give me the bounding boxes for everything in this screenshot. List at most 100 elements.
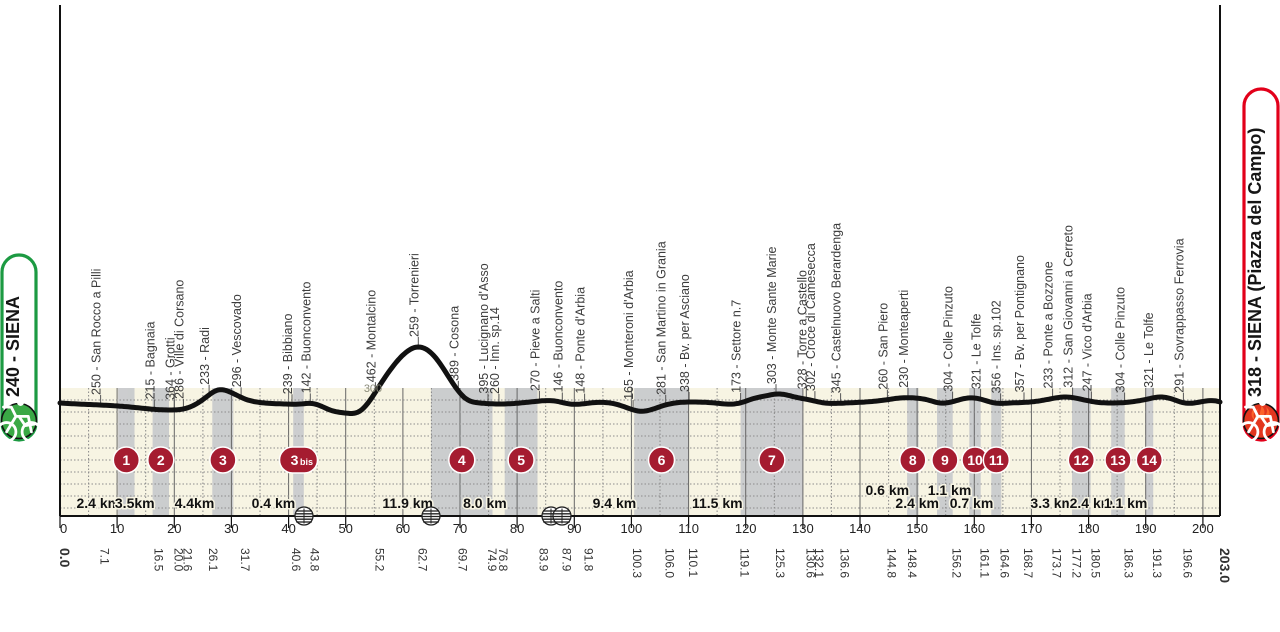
svg-text:250 - San Rocco a Pilli: 250 - San Rocco a Pilli xyxy=(90,269,104,395)
svg-text:203.0: 203.0 xyxy=(1217,548,1233,583)
svg-text:190: 190 xyxy=(1135,521,1157,536)
svg-text:55.2: 55.2 xyxy=(372,548,386,572)
svg-text:10: 10 xyxy=(967,452,983,468)
svg-text:146 - Buonconvento: 146 - Buonconvento xyxy=(551,281,565,393)
svg-text:296 - Vescovado: 296 - Vescovado xyxy=(230,294,244,387)
svg-text:177.2: 177.2 xyxy=(1070,548,1084,578)
svg-text:303 - Monte Sante Marie: 303 - Monte Sante Marie xyxy=(765,246,779,384)
svg-text:7.1: 7.1 xyxy=(98,548,112,565)
svg-text:21.6: 21.6 xyxy=(180,548,194,572)
svg-text:260 - Inn. sp.14: 260 - Inn. sp.14 xyxy=(488,307,502,394)
svg-text:3: 3 xyxy=(219,452,227,468)
svg-text:76.8: 76.8 xyxy=(496,548,510,572)
svg-text:140: 140 xyxy=(849,521,871,536)
svg-text:186.3: 186.3 xyxy=(1122,548,1136,578)
svg-text:338 - Bv. per Asciano: 338 - Bv. per Asciano xyxy=(678,274,692,392)
svg-text:321 - Le Tolfe: 321 - Le Tolfe xyxy=(970,314,984,390)
svg-text:130: 130 xyxy=(792,521,814,536)
svg-text:31.7: 31.7 xyxy=(238,548,252,572)
svg-text:120: 120 xyxy=(735,521,757,536)
svg-text:91.8: 91.8 xyxy=(582,548,596,572)
svg-text:110: 110 xyxy=(678,521,699,536)
svg-text:304 - Colle Pinzuto: 304 - Colle Pinzuto xyxy=(1114,287,1128,393)
svg-text:389 - Cosona: 389 - Cosona xyxy=(447,306,461,381)
svg-text:60: 60 xyxy=(396,521,410,536)
svg-text:26.1: 26.1 xyxy=(206,548,220,572)
svg-text:125.3: 125.3 xyxy=(773,548,787,578)
svg-text:100.3: 100.3 xyxy=(630,548,644,578)
svg-text:321 - Le Tolfe: 321 - Le Tolfe xyxy=(1142,312,1156,388)
svg-text:156.2: 156.2 xyxy=(950,548,964,578)
svg-text:165 - Monteroni d'Arbia: 165 - Monteroni d'Arbia xyxy=(622,270,636,400)
svg-text:8.0 km: 8.0 km xyxy=(463,495,507,511)
svg-text:148 - Ponte d'Arbia: 148 - Ponte d'Arbia xyxy=(574,287,588,394)
svg-text:173.7: 173.7 xyxy=(1050,548,1064,578)
svg-text:0.7 km: 0.7 km xyxy=(950,495,994,511)
svg-text:87.9: 87.9 xyxy=(559,548,573,572)
svg-text:132.1: 132.1 xyxy=(812,548,826,578)
svg-text:281 - San Martino in Grania: 281 - San Martino in Grania xyxy=(655,241,669,395)
svg-text:70: 70 xyxy=(453,521,467,536)
svg-text:356 - Ins. sp.102: 356 - Ins. sp.102 xyxy=(990,300,1004,393)
svg-text:4: 4 xyxy=(458,452,466,468)
svg-text:16.5: 16.5 xyxy=(151,548,165,572)
svg-text:10: 10 xyxy=(110,521,124,536)
svg-text:6: 6 xyxy=(658,452,666,468)
svg-text:200: 200 xyxy=(1192,521,1214,536)
svg-text:3: 3 xyxy=(291,452,299,468)
svg-text:304 - Colle Pinzuto: 304 - Colle Pinzuto xyxy=(942,286,956,392)
svg-text:69.7: 69.7 xyxy=(455,548,469,572)
svg-text:300: 300 xyxy=(364,383,382,395)
svg-text:233 - Ponte a Bozzone: 233 - Ponte a Bozzone xyxy=(1042,261,1056,388)
svg-text:312 - San Giovanni a Cerreto: 312 - San Giovanni a Cerreto xyxy=(1062,225,1076,388)
svg-text:43.8: 43.8 xyxy=(307,548,321,572)
svg-text:168.7: 168.7 xyxy=(1021,548,1035,578)
svg-text:164.6: 164.6 xyxy=(998,548,1012,578)
svg-text:2: 2 xyxy=(157,452,165,468)
svg-text:148.4: 148.4 xyxy=(905,548,919,578)
svg-text:247 - Vico d'Arbia: 247 - Vico d'Arbia xyxy=(1080,293,1094,391)
svg-text:40.6: 40.6 xyxy=(289,548,303,572)
svg-text:180: 180 xyxy=(1078,521,1100,536)
svg-text:291 - Sovrappasso Ferrovia: 291 - Sovrappasso Ferrovia xyxy=(1172,238,1186,392)
svg-text:345 - Castelnuovo Berardenga: 345 - Castelnuovo Berardenga xyxy=(830,223,844,393)
svg-text:260 - San Piero: 260 - San Piero xyxy=(876,303,890,390)
svg-text:215 - Bagnaia: 215 - Bagnaia xyxy=(143,322,157,400)
svg-text:173 - Settore n.7: 173 - Settore n.7 xyxy=(730,300,744,393)
svg-text:9: 9 xyxy=(941,452,949,468)
svg-text:170: 170 xyxy=(1021,521,1043,536)
svg-text:239 - Bibbiano: 239 - Bibbiano xyxy=(281,314,295,395)
svg-text:12: 12 xyxy=(1074,452,1090,468)
svg-text:110.1: 110.1 xyxy=(686,548,700,577)
svg-text:119.1: 119.1 xyxy=(738,548,752,577)
svg-text:20: 20 xyxy=(167,521,181,536)
svg-text:40: 40 xyxy=(281,521,295,536)
svg-text:13: 13 xyxy=(1110,452,1126,468)
svg-text:11.5 km: 11.5 km xyxy=(692,495,743,511)
svg-text:14: 14 xyxy=(1142,452,1158,468)
svg-text:2.4 km: 2.4 km xyxy=(77,495,121,511)
svg-text:9.4 km: 9.4 km xyxy=(593,495,637,511)
svg-text:259 - Torrenieri: 259 - Torrenieri xyxy=(407,253,421,337)
svg-text:0: 0 xyxy=(60,521,67,536)
svg-text:bis: bis xyxy=(300,457,313,467)
svg-text:160: 160 xyxy=(963,521,985,536)
svg-text:144.8: 144.8 xyxy=(884,548,898,578)
svg-text:240 - SIENA: 240 - SIENA xyxy=(3,296,23,397)
svg-text:142 - Buonconvento: 142 - Buonconvento xyxy=(299,281,313,393)
svg-text:11: 11 xyxy=(989,452,1004,468)
svg-text:62.7: 62.7 xyxy=(415,548,429,572)
svg-text:83.9: 83.9 xyxy=(536,548,550,572)
svg-text:286 - Ville di Corsano: 286 - Ville di Corsano xyxy=(172,280,186,399)
svg-text:161.1: 161.1 xyxy=(978,548,992,578)
svg-text:100: 100 xyxy=(621,521,643,536)
svg-text:1: 1 xyxy=(122,452,130,468)
svg-text:0.0: 0.0 xyxy=(57,548,73,568)
svg-text:50: 50 xyxy=(338,521,352,536)
svg-text:80: 80 xyxy=(510,521,524,536)
svg-text:270 - Pieve a Salti: 270 - Pieve a Salti xyxy=(528,290,542,391)
svg-text:3.5km: 3.5km xyxy=(115,495,155,511)
svg-text:1.1 km: 1.1 km xyxy=(1104,495,1148,511)
svg-text:5: 5 xyxy=(517,452,525,468)
svg-text:302 - Croce di Camesecca: 302 - Croce di Camesecca xyxy=(804,243,818,391)
